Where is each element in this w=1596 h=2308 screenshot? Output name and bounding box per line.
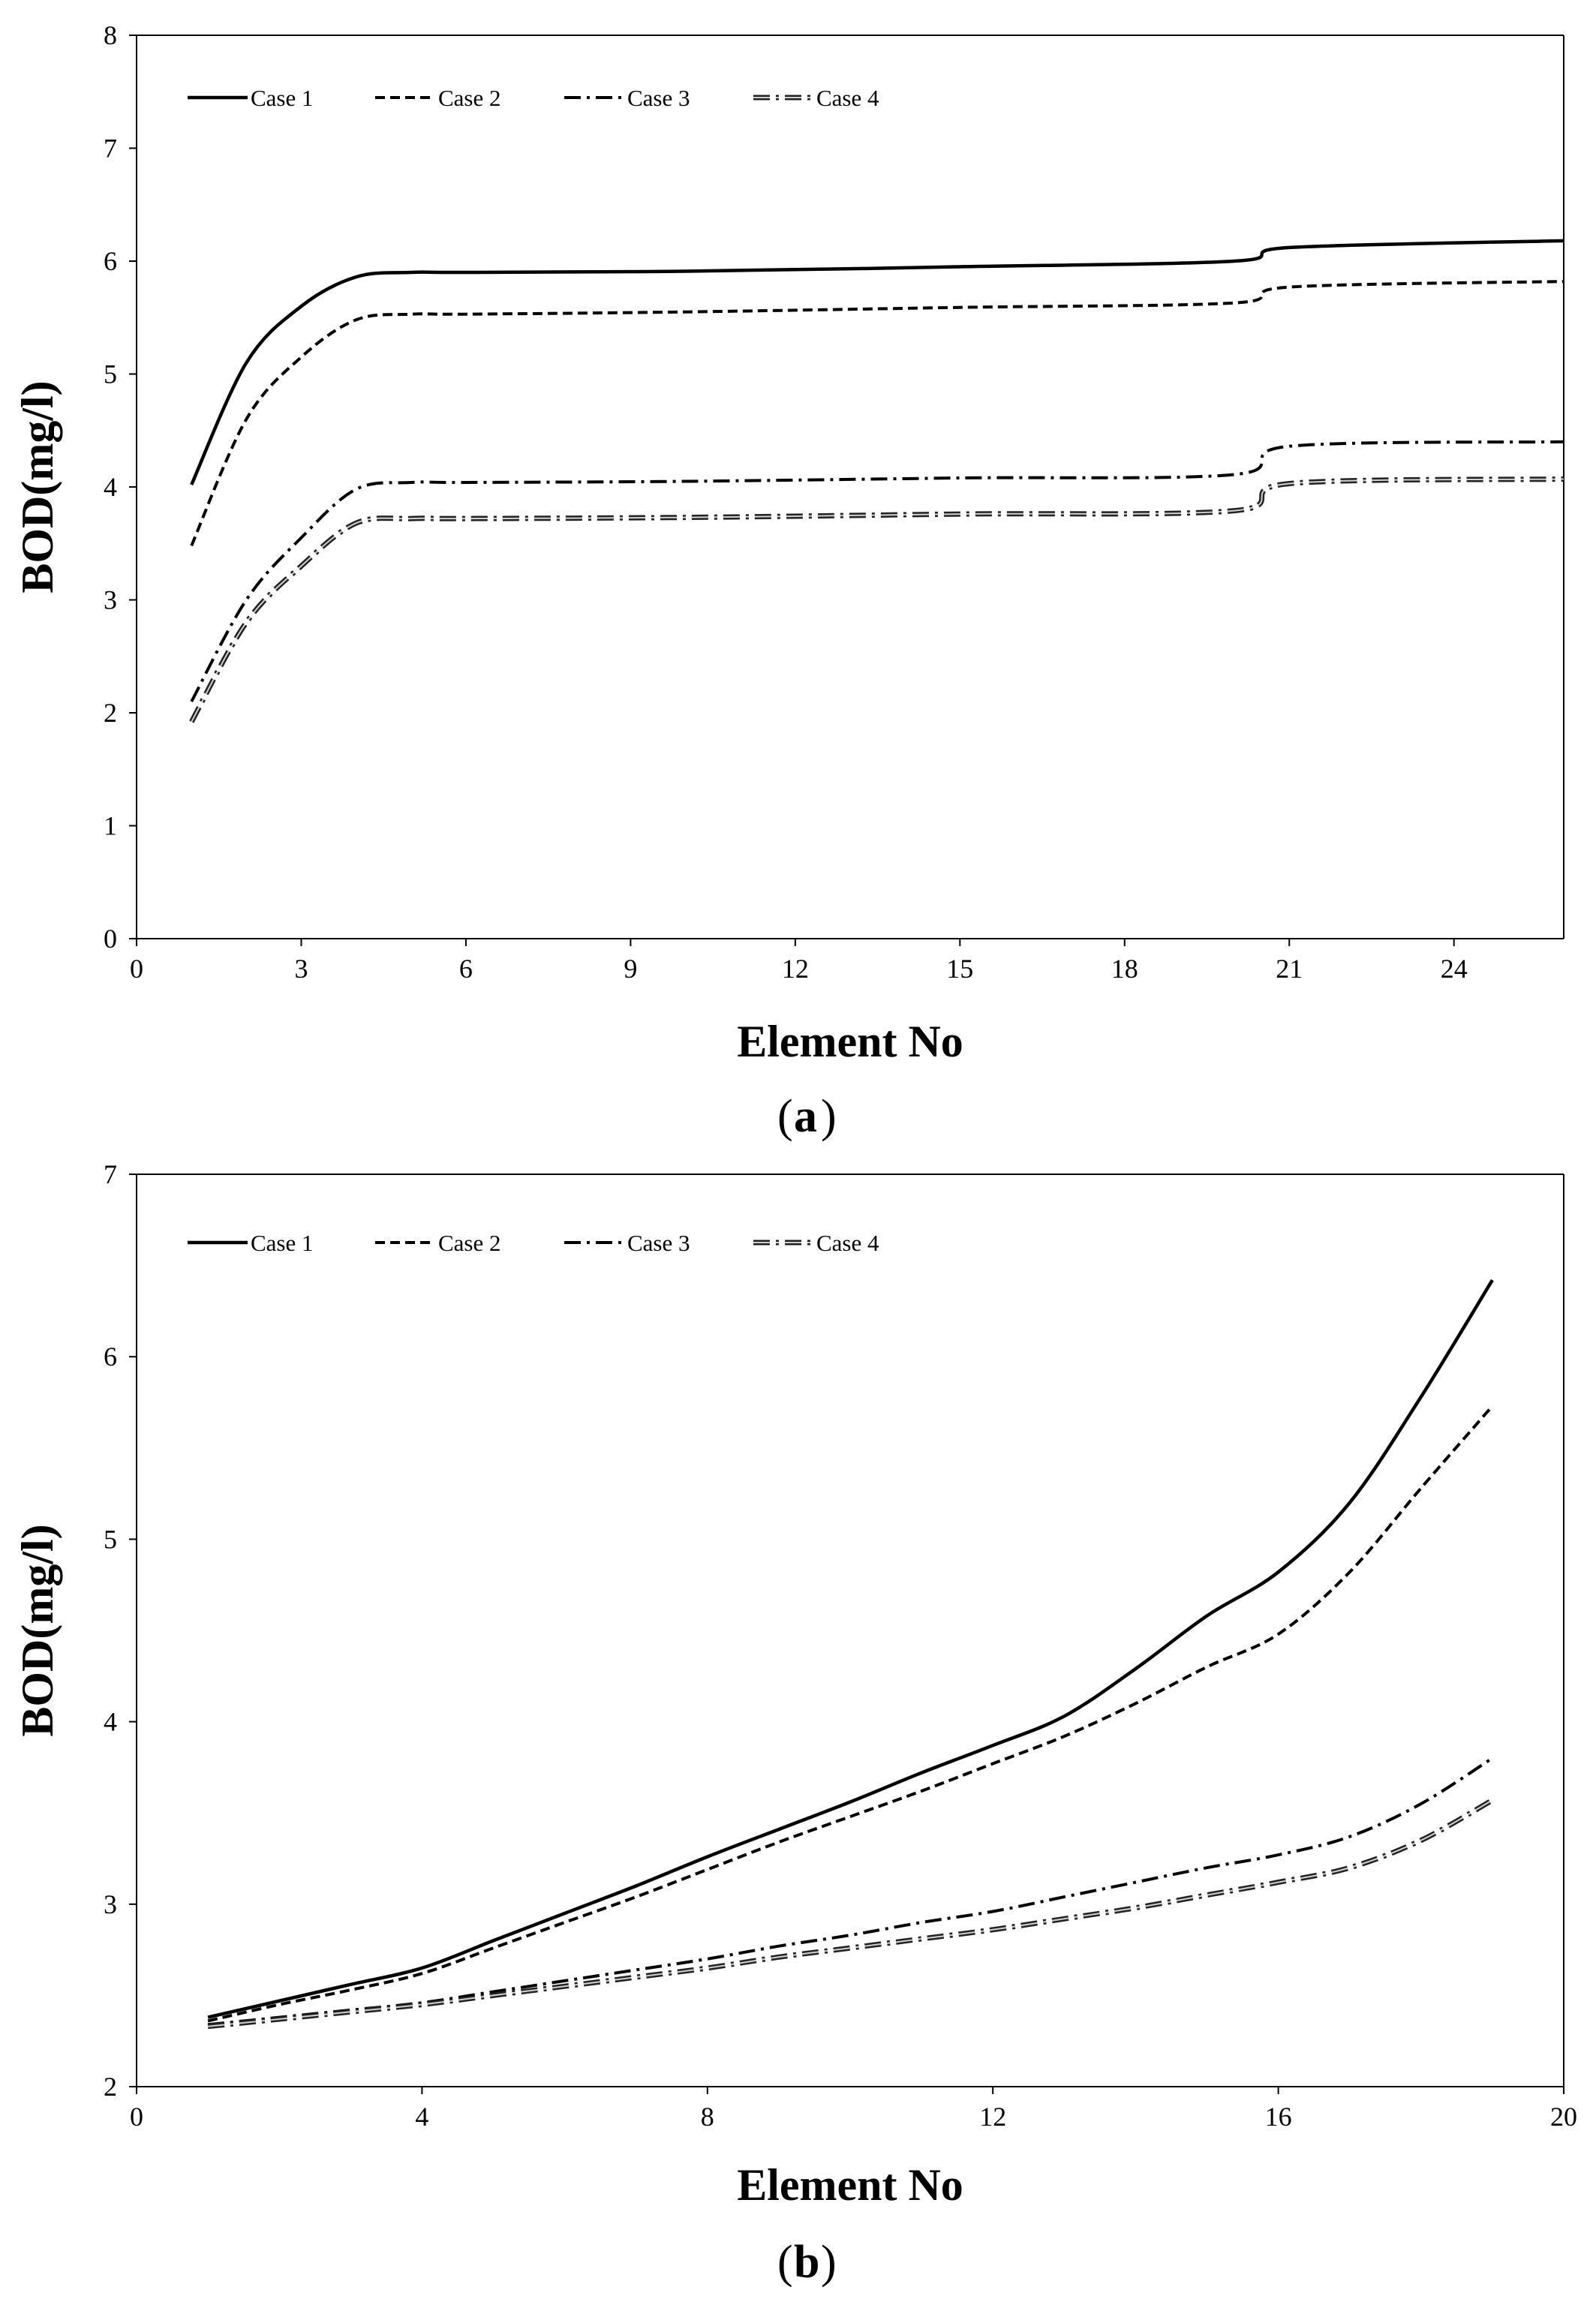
panel-a-x-tick-label: 24 (1441, 954, 1468, 984)
panel-a-series-1-line (190, 239, 1564, 485)
panel-b-series-3-line (207, 1757, 1493, 2027)
panel-b-series-2-line (207, 1405, 1494, 2023)
panel-a-x-tick-label: 6 (459, 954, 473, 984)
panel-a-legend-label-4: Case 4 (816, 85, 879, 111)
svg-text:): ) (821, 1091, 837, 1142)
panel-a-y-tick-label: 6 (104, 246, 117, 276)
panel-a-y-tick-label: 1 (104, 811, 117, 841)
panel-b-label-letter: b (794, 2237, 819, 2288)
panel-b-x-tick-label: 16 (1265, 2102, 1292, 2132)
panel-a-y-tick-label: 8 (104, 20, 117, 50)
panel-b-legend-label-2: Case 2 (438, 1230, 501, 1256)
panel-a-y-tick-label: 0 (104, 924, 117, 954)
svg-text:): ) (821, 2237, 837, 2288)
panel-b-y-tick-label: 3 (104, 1889, 117, 1919)
panel-b-y-tick-label: 2 (104, 2072, 117, 2102)
panel-a-x-tick-label: 0 (130, 954, 143, 984)
panel-a-series-3-line (190, 440, 1564, 702)
panel-a-y-tick-label: 4 (104, 472, 117, 502)
panel-b-series-4-line-inner (207, 1799, 1493, 2027)
panel-b-series (207, 1279, 1494, 2030)
panel-b-series-1-line (207, 1279, 1494, 2019)
panel-b-x-tick-label: 8 (701, 2102, 714, 2132)
panel-a-x-tick-label: 18 (1111, 954, 1138, 984)
panel-a-y-tick-label: 2 (104, 698, 117, 728)
panel-b-legend-label-4: Case 4 (816, 1230, 879, 1256)
panel-b-y-tick-label: 7 (104, 1159, 117, 1189)
panel-a-x-tick-label: 9 (624, 954, 637, 984)
panel-a-x-axis-title: Element No (737, 1017, 963, 1066)
panel-a-x-tick-label: 15 (946, 954, 973, 984)
panel-a-legend-label-3: Case 3 (627, 85, 690, 111)
panel-a-x-tick-label: 21 (1276, 954, 1303, 984)
panel-a-y-ticks: 0 1 2 3 4 5 6 7 8 (104, 20, 137, 954)
panel-a-legend-label-2: Case 2 (438, 85, 501, 111)
panel-b-y-tick-label: 5 (104, 1524, 117, 1554)
panel-a-series-4-line-inner (191, 478, 1564, 723)
panel-b-x-tick-label: 20 (1550, 2102, 1577, 2132)
panel-b-x-axis-title: Element No (737, 2160, 963, 2210)
panel-a-legend: Case 1 Case 2 Case 3 Case 4 (188, 85, 879, 111)
panel-a-series-2-line (190, 280, 1564, 547)
panel-b-legend-label-3: Case 3 (627, 1230, 690, 1256)
panel-a-x-ticks: 0 3 6 9 12 15 18 21 24 (130, 939, 1468, 984)
panel-b-y-tick-label: 4 (104, 1707, 117, 1737)
panel-b-series-4-line (207, 1798, 1494, 2030)
panel-a-y-tick-label: 3 (104, 585, 117, 615)
panel-a-x-tick-label: 12 (782, 954, 809, 984)
panel-b-legend-label-1: Case 1 (251, 1230, 314, 1256)
panel-a-y-axis-title: BOD(mg/l) (13, 380, 62, 593)
panel-b-y-axis-title: BOD(mg/l) (13, 1524, 62, 1736)
panel-b-x-tick-label: 0 (130, 2102, 143, 2132)
svg-text:(: ( (777, 1091, 793, 1142)
panel-a-series-4-line (189, 476, 1564, 723)
panel-b-y-ticks: 2 3 4 5 6 7 (104, 1159, 137, 2102)
panel-a-label-letter: a (794, 1091, 817, 1142)
svg-text:(: ( (777, 2237, 793, 2288)
panel-a-y-tick-label: 5 (104, 359, 117, 389)
panel-b-y-tick-label: 6 (104, 1342, 117, 1372)
panel-b-x-tick-label: 4 (415, 2102, 428, 2132)
panel-a-x-tick-label: 3 (294, 954, 308, 984)
panel-b-label: ( b ) (777, 2237, 837, 2288)
panel-a-legend-label-1: Case 1 (251, 85, 314, 111)
panel-a-label: ( a ) (777, 1091, 837, 1142)
panel-b-x-tick-label: 12 (979, 2102, 1006, 2132)
panel-b-x-ticks: 0 4 8 12 16 20 (130, 2087, 1577, 2132)
panel-a-y-tick-label: 7 (104, 134, 117, 164)
panel-b-legend: Case 1 Case 2 Case 3 Case 4 (188, 1230, 879, 1256)
panel-a-series (189, 239, 1564, 723)
